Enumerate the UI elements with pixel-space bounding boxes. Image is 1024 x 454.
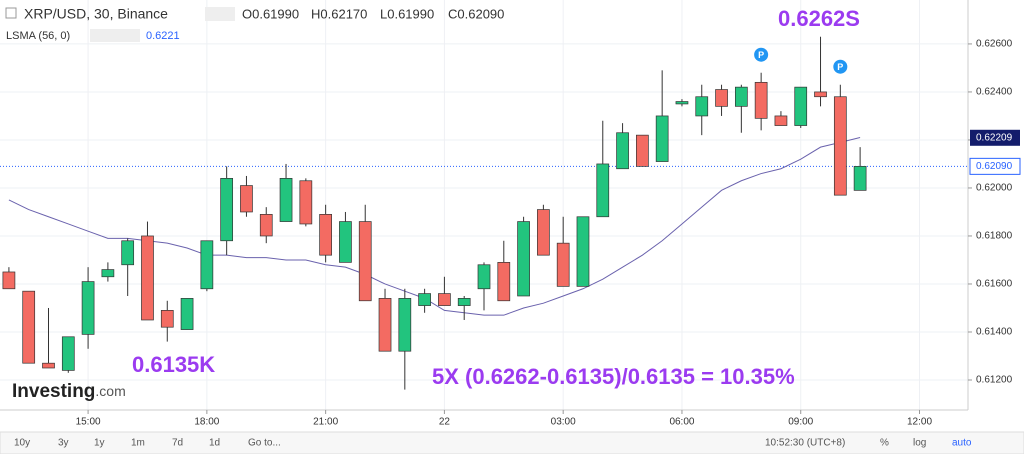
candle-body: [596, 163, 610, 218]
candle-body: [814, 91, 827, 98]
y-tick-label: 0.62000: [976, 183, 1013, 194]
candle-body: [636, 134, 649, 167]
candle-body: [81, 281, 95, 335]
candle-body: [240, 185, 253, 213]
y-tick-label: 0.61200: [976, 375, 1013, 386]
toolbar-button[interactable]: auto: [952, 438, 972, 449]
candle-body: [833, 96, 847, 196]
candle-body: [200, 240, 214, 290]
ohlc: H0.62170: [311, 6, 367, 21]
y-tick-label: 0.61800: [976, 231, 1013, 242]
candle-body: [556, 242, 570, 287]
candle-body: [220, 178, 234, 242]
logo-text: .com: [95, 383, 125, 399]
x-tick-label: 15:00: [76, 417, 101, 428]
ohlc: O0.61990: [242, 6, 299, 21]
candle-body: [477, 264, 491, 290]
candle-body: [774, 115, 788, 126]
candle-body: [675, 101, 689, 105]
candle-body: [22, 290, 36, 364]
candle-body: [180, 298, 194, 330]
x-tick-label: 18:00: [194, 417, 219, 428]
toolbar-button[interactable]: 1y: [94, 438, 105, 449]
y-tick-label: 0.61400: [976, 327, 1013, 338]
ohlc: C0.62090: [448, 6, 504, 21]
candle-body: [794, 86, 808, 126]
candle-body: [358, 221, 372, 302]
toolbar-button[interactable]: Go to...: [248, 438, 281, 449]
candle-body: [141, 235, 154, 321]
x-tick-label: 12:00: [907, 417, 932, 428]
y-tick-label: 0.61600: [976, 279, 1013, 290]
candle-body: [378, 298, 392, 352]
candle-body: [695, 96, 709, 117]
candle-body: [537, 209, 550, 256]
price-label: 0.62090: [976, 161, 1013, 172]
candle-body: [101, 269, 115, 278]
candle-body: [497, 262, 511, 302]
candle-body: [259, 214, 273, 237]
price-label: 0.62209: [976, 132, 1013, 143]
candle-body: [42, 362, 55, 369]
marker: [833, 59, 848, 74]
y-tick-label: 0.62400: [976, 87, 1013, 98]
indicator-value: 0.6221: [146, 30, 180, 42]
annotation: 5X (0.6262-0.6135)/0.6135 = 10.35%: [432, 364, 795, 389]
price-label-box: [970, 129, 1020, 146]
candle-body: [457, 298, 471, 306]
logo: Investing.com: [12, 381, 126, 402]
price-label-box: [969, 157, 1021, 175]
x-tick-label: 21:00: [313, 417, 338, 428]
candle-body: [339, 221, 352, 263]
annotation: 0.6262S: [778, 6, 860, 31]
toolbar-button[interactable]: 7d: [172, 438, 183, 449]
candle-body: [517, 221, 530, 297]
x-tick-label: 22: [439, 417, 451, 428]
toolbar-button[interactable]: 10y: [14, 438, 30, 449]
candle-body: [398, 298, 412, 352]
toolbar-button[interactable]: 1m: [131, 438, 145, 449]
candle-body: [160, 310, 174, 328]
ohlc: L0.61990: [380, 6, 434, 21]
chart-title: XRP/USD, 30, Binance: [24, 6, 168, 22]
candle-body: [299, 180, 313, 225]
icon: [205, 7, 235, 21]
candle-body: [121, 240, 135, 266]
toolbar-button: 10:52:30 (UTC+8): [765, 438, 845, 449]
logo-text: Investing: [12, 381, 95, 402]
toolbar-button[interactable]: 1d: [209, 438, 220, 449]
annotation: 0.6135K: [132, 352, 215, 377]
x-tick-label: 09:00: [788, 417, 813, 428]
candle-body: [616, 132, 629, 170]
marker-label: P: [758, 50, 764, 60]
toolbar-button[interactable]: %: [880, 438, 889, 449]
toolbar: [0, 431, 1024, 454]
candle-body: [576, 216, 590, 287]
marker: [754, 47, 769, 62]
candle-body: [279, 178, 293, 222]
toolbar-button[interactable]: log: [913, 438, 926, 449]
candle-body: [853, 166, 867, 191]
candle-body: [655, 115, 669, 162]
icon: [5, 7, 17, 19]
candle-body: [715, 89, 728, 107]
candle-body: [438, 293, 451, 306]
x-tick-label: 06:00: [669, 417, 694, 428]
candle-body: [754, 81, 768, 119]
candle-body: [2, 271, 16, 290]
candle-body: [734, 86, 748, 107]
candle-body: [418, 293, 431, 306]
icon: [90, 29, 140, 42]
indicator-name: LSMA (56, 0): [6, 30, 70, 42]
x-tick-label: 03:00: [551, 417, 576, 428]
candle-body: [319, 214, 332, 256]
marker-label: P: [837, 62, 843, 72]
y-tick-label: 0.62600: [976, 39, 1013, 50]
toolbar-button[interactable]: 3y: [58, 438, 69, 449]
candle-body: [61, 336, 75, 371]
